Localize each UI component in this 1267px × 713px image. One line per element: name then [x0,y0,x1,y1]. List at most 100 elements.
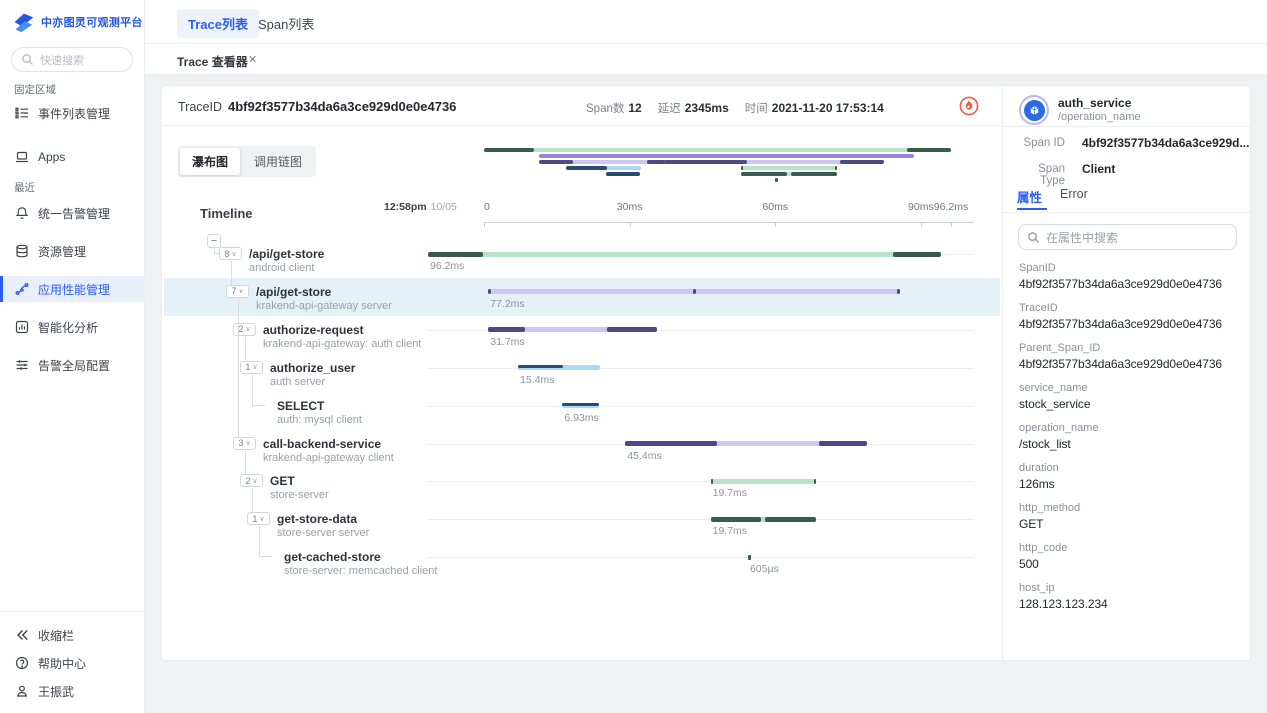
span-bar[interactable] [625,441,868,446]
span-bar-segment [488,327,526,333]
span-bar[interactable] [428,251,941,257]
sidebar-item-label: 事件列表管理 [38,106,111,121]
sidebar-footer-collapse[interactable]: 收缩栏 [0,622,145,648]
attribute-search-input[interactable]: 在属性中搜索 [1018,224,1237,250]
waterfall-view-button[interactable]: 瀑布图 [180,148,241,175]
sidebar-footer-label: 王振武 [38,684,75,699]
leader-line [428,329,974,331]
sidebar-item-label: 应用性能管理 [38,282,111,297]
sidebar-item-branch[interactable]: 应用性能管理 [0,276,145,302]
tab-error[interactable]: Error [1060,187,1088,201]
attribute-key: service_name [1019,382,1088,394]
span-bar-segment [747,554,752,560]
span-bar[interactable] [518,365,601,371]
span-duration-label: 45.4ms [627,449,662,462]
quick-search-input[interactable]: 快速搜索 [11,47,133,72]
attribute-value: 500 [1019,557,1039,571]
time-ruler: 0 30ms 60ms 90ms 96.2ms [484,201,974,231]
span-bar-segment [765,516,816,522]
attribute-key: operation_name [1019,422,1099,434]
sidebar-item-label: 智能化分析 [38,320,99,335]
minimap-bar [775,178,779,182]
span-children-badge[interactable]: 1 ∨ [247,512,270,526]
flame-icon[interactable] [959,96,979,116]
sidebar-item-list[interactable]: 事件列表管理 [0,100,145,126]
sidebar-divider [0,611,145,612]
sidebar-footer-help[interactable]: 帮助中心 [0,650,145,676]
collapse-icon [15,628,29,642]
span-bar-segment [518,365,564,369]
sidebar-item-bell[interactable]: 统一告警管理 [0,200,145,226]
span-name: GET [270,474,295,489]
close-icon[interactable]: ✕ [248,54,258,66]
trace-stat: 延迟 2345ms [657,101,729,115]
span-duration-label: 19.7ms [712,487,748,500]
span-service: android client [249,262,315,274]
tab-trace-viewer[interactable]: Trace 查看器 [177,55,248,69]
tab-attributes[interactable]: 属性 [1017,191,1043,205]
active-tab-underline [1017,208,1047,210]
span-bar[interactable] [710,516,816,522]
span-bar[interactable] [710,478,816,484]
sidebar-footer-label: 收缩栏 [38,628,75,643]
callgraph-view-button[interactable]: 调用链图 [254,155,303,169]
span-name: call-backend-service [263,436,382,451]
span-children-badge[interactable]: 1 ∨ [240,360,263,374]
minimap-bar-segment [834,166,837,170]
sidebar-item-label: 统一告警管理 [38,206,111,221]
database-icon [15,244,29,258]
span-children-badge[interactable]: 3 ∨ [233,436,256,450]
span-bar-segment [897,289,900,295]
sidebar-item-chart[interactable]: 智能化分析 [0,314,145,340]
sub-tab-bar: Trace 查看器 ✕ [145,44,1267,75]
sidebar-item-sliders[interactable]: 告警全局配置 [0,352,145,378]
sidebar-footer-user[interactable]: 王振武 [0,678,145,704]
tab-trace-list[interactable]: Trace列表 [177,9,259,38]
ruler-tick-label: 30ms [616,201,643,213]
span-duration-label: 31.7ms [490,335,525,348]
span-duration-label: 605µs [749,563,779,576]
search-icon [21,53,34,66]
attribute-key: host_ip [1019,582,1055,594]
sidebar-item-database[interactable]: 资源管理 [0,238,145,264]
minimap-bar-segment [484,148,534,152]
span-service: auth: mysql client [277,413,362,426]
span-bar[interactable] [488,327,658,333]
span-duration-label: 15.4ms [520,373,555,386]
tree-connector [214,248,219,254]
ruler-tick-label: 90ms [908,201,934,213]
attribute-value: 4bf92f3577b34da6a3ce929d0e0e4736 [1019,357,1223,371]
span-id-label: Span ID [1023,137,1065,149]
leader-line [428,519,974,521]
leader-line [428,367,974,369]
user-icon [15,684,29,698]
trace-id: TraceID 4bf92f3577b34da6a3ce929d0e0e4736 [178,99,457,114]
minimap-bar [538,154,914,158]
span-children-badge[interactable]: 2 ∨ [233,322,256,336]
attribute-value: 126ms [1019,477,1055,491]
span-service: krakend-api-gateway server [256,299,392,312]
span-children-badge[interactable]: 7 ∨ [226,284,249,298]
span-bar-segment [692,289,696,295]
chart-icon [15,320,29,334]
ruler-tick [951,222,952,227]
trace-minimap[interactable] [484,148,951,186]
span-bar[interactable] [488,289,900,295]
tab-span-list[interactable]: Span列表 [258,17,315,32]
collapse-all-button[interactable]: − [207,234,221,248]
span-bar[interactable] [562,403,600,409]
trace-stats: Span数 12 延迟 2345ms 时间 2021-11-20 17:53:14 [586,100,884,116]
span-children-badge[interactable]: 2 ∨ [240,474,263,488]
minimap-bar-segment [566,166,608,170]
ruler-tick [775,222,777,227]
span-bar[interactable] [747,554,752,560]
sidebar-item-apps[interactable]: Apps [0,144,145,170]
span-children-badge[interactable]: 8 ∨ [219,247,242,260]
span-name: authorize-request [263,322,364,337]
trace-card: TraceID 4bf92f3577b34da6a3ce929d0e0e4736 … [161,85,1253,662]
ruler-tick [629,222,631,227]
apps-icon [15,150,29,164]
sidebar-item-label: 告警全局配置 [38,358,111,373]
waterfall: − 8 ∨/api/get-store android client 96.2ms 7 ∨… [162,86,1000,662]
span-bar-segment [892,251,941,257]
